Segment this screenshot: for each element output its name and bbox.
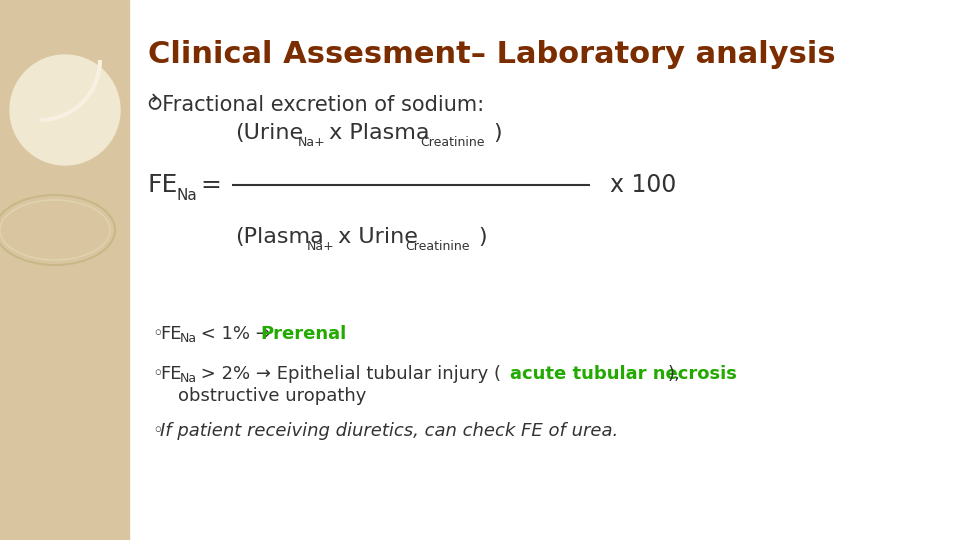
- Text: > 2% → Epithelial tubular injury (: > 2% → Epithelial tubular injury (: [195, 365, 501, 383]
- Text: Na: Na: [180, 372, 197, 385]
- Text: < 1% →: < 1% →: [195, 325, 276, 343]
- Text: Creatinine: Creatinine: [405, 240, 469, 253]
- Text: (Plasma: (Plasma: [235, 227, 324, 247]
- Text: Na+: Na+: [307, 240, 335, 253]
- Text: If patient receiving diuretics, can check FE of urea.: If patient receiving diuretics, can chec…: [160, 422, 618, 440]
- Text: acute tubular necrosis: acute tubular necrosis: [510, 365, 737, 383]
- Text: ◦: ◦: [152, 325, 162, 343]
- Text: =: =: [200, 173, 221, 197]
- Text: ),: ),: [668, 365, 681, 383]
- Text: (Urine: (Urine: [235, 123, 303, 143]
- Text: Na: Na: [180, 332, 197, 345]
- Text: FE: FE: [148, 173, 179, 197]
- Text: ): ): [478, 227, 487, 247]
- Text: ): ): [493, 123, 502, 143]
- Text: x 100: x 100: [610, 173, 677, 197]
- Text: ⥁Fractional excretion of sodium:: ⥁Fractional excretion of sodium:: [148, 95, 484, 115]
- Ellipse shape: [10, 55, 120, 165]
- Text: Na: Na: [176, 187, 197, 202]
- Text: ◦: ◦: [152, 365, 162, 383]
- Text: Clinical Assesment– Laboratory analysis: Clinical Assesment– Laboratory analysis: [148, 40, 835, 69]
- Text: FE: FE: [160, 365, 181, 383]
- Bar: [0, 0, 129, 540]
- Text: Na+: Na+: [298, 136, 325, 148]
- Text: ◦: ◦: [152, 422, 162, 440]
- Text: x Urine: x Urine: [331, 227, 418, 247]
- Text: Prerenal: Prerenal: [260, 325, 347, 343]
- Text: Creatinine: Creatinine: [420, 136, 485, 148]
- Text: obstructive uropathy: obstructive uropathy: [178, 387, 367, 405]
- Text: x Plasma: x Plasma: [322, 123, 429, 143]
- Text: FE: FE: [160, 325, 181, 343]
